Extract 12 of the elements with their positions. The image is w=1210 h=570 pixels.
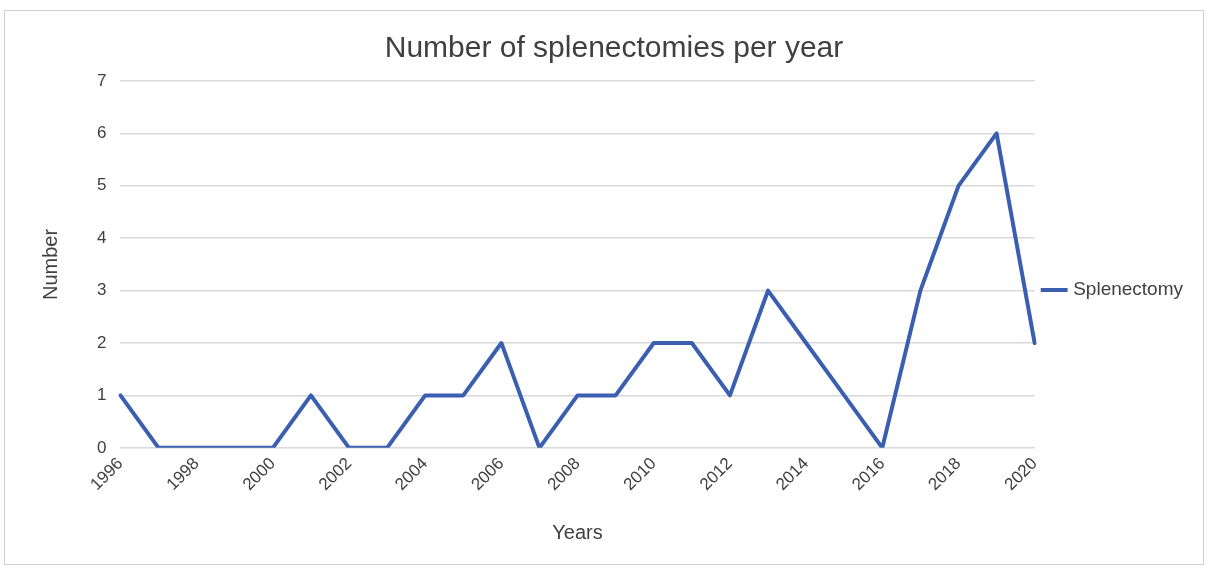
- y-tick-label: 6: [96, 123, 107, 143]
- y-tick-label: 5: [96, 175, 107, 195]
- chart-title: Number of splenectomies per year: [384, 30, 844, 64]
- y-tick-label: 3: [96, 280, 107, 300]
- y-tick-label: 0: [96, 437, 107, 457]
- y-tick-label: 2: [96, 332, 107, 352]
- y-tick-label: 4: [96, 227, 107, 247]
- x-axis-title: Years: [552, 520, 603, 543]
- legend-label: Splenectomy: [1073, 278, 1184, 300]
- y-tick-label: 7: [96, 70, 107, 90]
- y-tick-label: 1: [96, 385, 107, 405]
- y-axis-title: Number: [38, 228, 61, 300]
